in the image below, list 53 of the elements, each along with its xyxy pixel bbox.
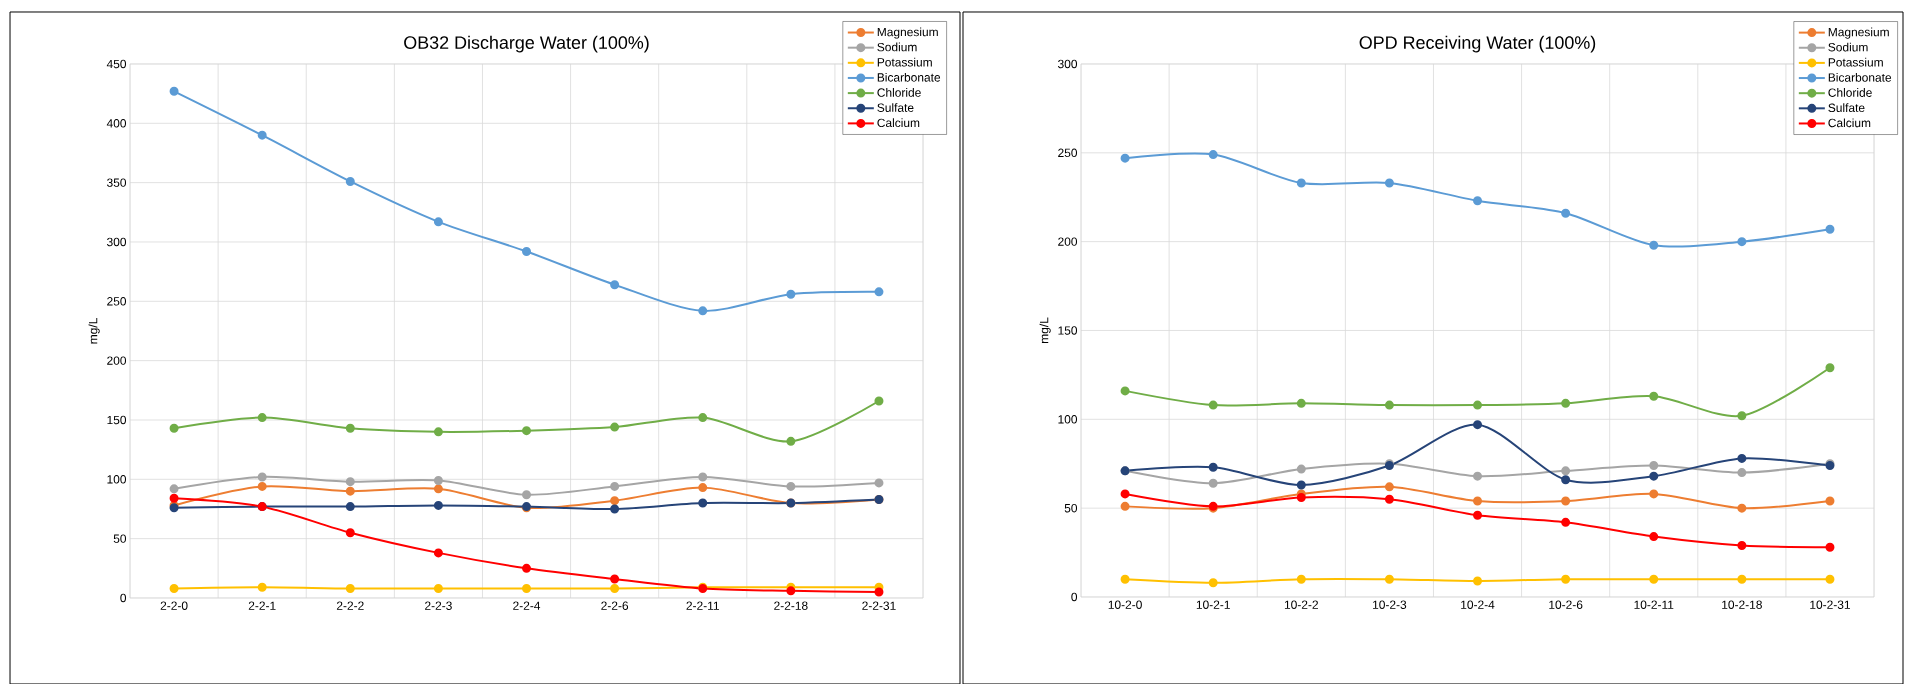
x-tick-label: 10-2-4: [1461, 600, 1495, 609]
legend-label: Calcium: [1828, 118, 1871, 128]
x-tick-label: 2-2-11: [686, 601, 719, 610]
x-tick-label: 2-2-0: [160, 601, 188, 610]
x-tick-label: 10-2-11: [1634, 600, 1674, 609]
legend-label: Potassium: [877, 57, 932, 67]
chart-title: OPD Receiving Water (100%): [1359, 35, 1596, 53]
y-axis-title: mg/L: [1039, 317, 1051, 343]
legend-label: Calcium: [877, 118, 920, 128]
x-tick-label: 2-2-6: [601, 601, 629, 610]
y-tick-label: 250: [107, 297, 127, 306]
x-tick-label: 2-2-2: [336, 601, 364, 610]
x-tick-label: 10-2-2: [1284, 600, 1318, 609]
y-axis-title: mg/L: [88, 318, 100, 344]
y-tick-label: 50: [113, 534, 127, 543]
legend-label: Sodium: [1828, 42, 1868, 52]
legend-label: Magnesium: [1828, 27, 1889, 39]
legend-label: Bicarbonate: [1828, 72, 1892, 82]
x-tick-label: 2-2-18: [774, 601, 808, 610]
legend-label: Sulfate: [1828, 103, 1865, 113]
x-tick-label: 10-2-18: [1722, 600, 1762, 609]
y-tick-label: 200: [107, 356, 127, 365]
x-tick-label: 2-2-3: [425, 601, 452, 610]
y-tick-label: 150: [1058, 326, 1078, 335]
x-tick-label: 10-2-3: [1373, 600, 1407, 609]
y-tick-label: 300: [107, 237, 127, 247]
x-tick-label: 2-2-31: [862, 601, 896, 610]
y-tick-label: 100: [107, 475, 127, 484]
y-tick-label: 400: [106, 119, 127, 128]
x-tick-label: 2-2-4: [513, 601, 541, 610]
y-tick-label: 300: [1058, 59, 1078, 69]
y-tick-label: 50: [1064, 503, 1078, 513]
y-tick-label: 150: [107, 415, 127, 425]
x-tick-label: 10-2-31: [1810, 600, 1850, 609]
x-tick-label: 10-2-1: [1196, 600, 1230, 609]
x-tick-label: 10-2-0: [1108, 600, 1142, 609]
legend-label: Bicarbonate: [877, 72, 941, 82]
y-tick-label: 0: [1071, 592, 1078, 602]
y-tick-label: 0: [120, 593, 127, 603]
x-tick-label: 10-2-6: [1549, 600, 1583, 609]
legend-label: Magnesium: [877, 27, 938, 39]
y-tick-label: 250: [1058, 148, 1078, 158]
chart-title: OB32 Discharge Water (100%): [404, 35, 649, 53]
x-tick-label: 2-2-1: [248, 601, 276, 610]
y-tick-label: 200: [1058, 237, 1078, 246]
y-tick-label: 100: [1058, 415, 1078, 424]
legend-label: Chloride: [1828, 88, 1872, 97]
legend-label: Chloride: [877, 88, 921, 97]
y-tick-label: 350: [107, 178, 127, 187]
legend-label: Sulfate: [877, 103, 914, 112]
legend-label: Sodium: [877, 42, 917, 52]
legend-label: Potassium: [1828, 57, 1883, 67]
y-tick-label: 450: [106, 59, 127, 69]
